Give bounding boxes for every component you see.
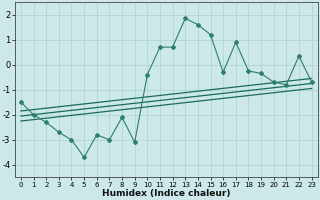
X-axis label: Humidex (Indice chaleur): Humidex (Indice chaleur) [102,189,230,198]
